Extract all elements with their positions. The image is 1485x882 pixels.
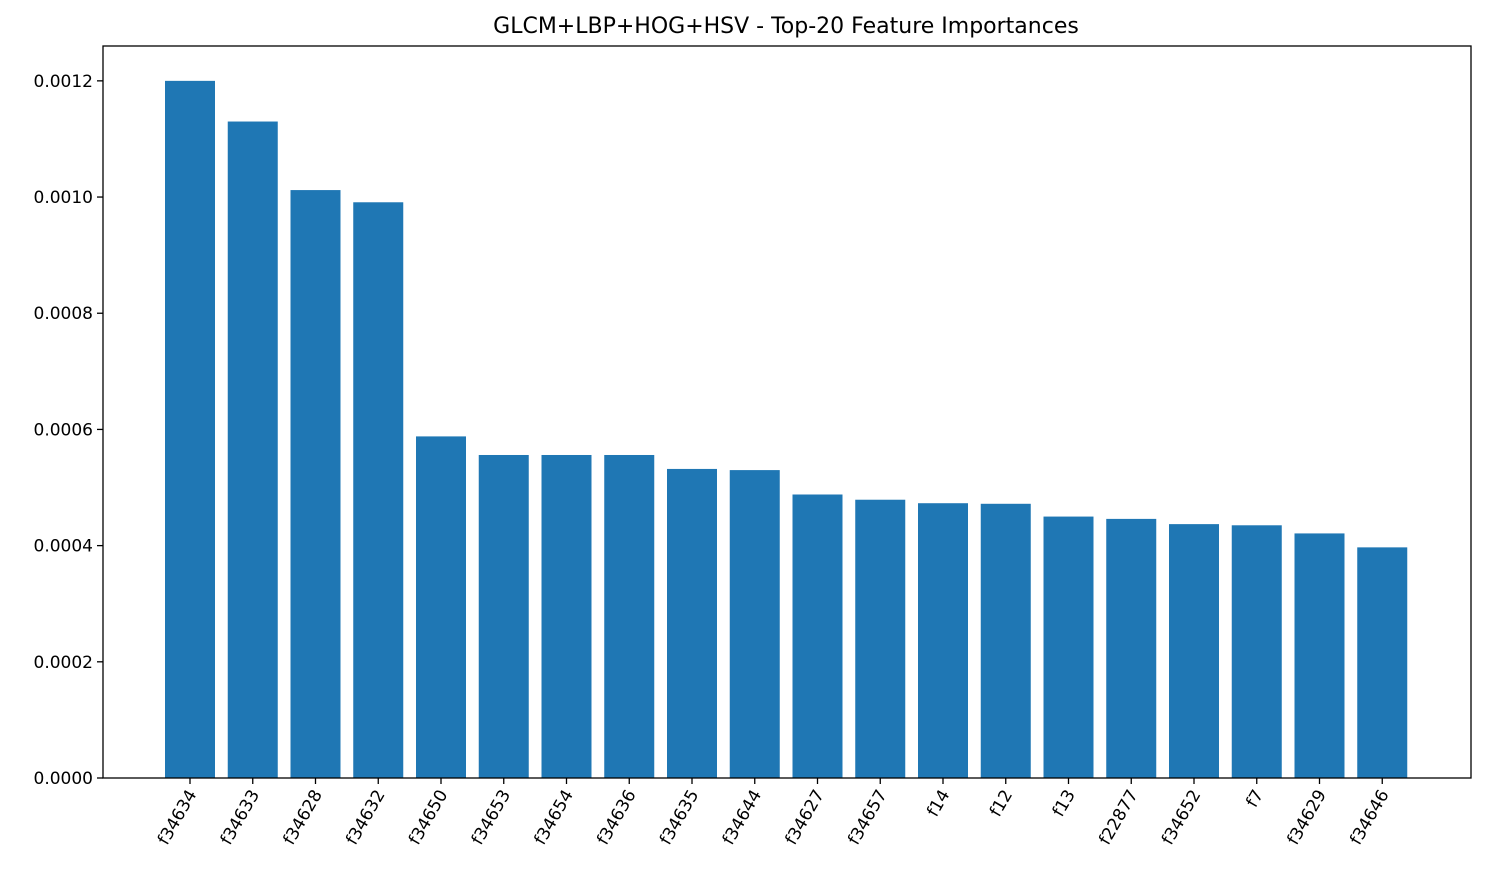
bar-f34653 — [478, 454, 529, 778]
y-tick-label: 0.0002 — [34, 653, 93, 673]
y-axis: 0.0000 0.0002 0.0004 0.0006 0.0008 0.0010 0.00… — [34, 72, 103, 789]
bar-f34633 — [227, 121, 278, 779]
y-tick-label: 0.0004 — [34, 537, 93, 557]
x-tick-label: f34657 — [844, 787, 891, 849]
bar-f14 — [918, 503, 968, 778]
x-tick-label: f12 — [986, 787, 1017, 821]
bar-f34627 — [792, 494, 843, 778]
y-tick-label: 0.0012 — [34, 72, 93, 92]
bar-f34657 — [855, 499, 906, 778]
bar-f34636 — [604, 454, 655, 778]
x-tick-label: f7 — [1242, 787, 1268, 812]
bar-f34635 — [667, 468, 717, 778]
bar-f22877 — [1106, 518, 1157, 778]
bar-f12 — [980, 503, 1031, 778]
x-tick-label: f34634 — [154, 787, 201, 849]
x-tick-label: f34629 — [1283, 787, 1330, 849]
bar-f13 — [1043, 516, 1094, 778]
plot-frame — [102, 45, 1472, 779]
x-tick-label: f34628 — [279, 787, 326, 849]
x-tick-label: f34635 — [656, 787, 703, 849]
x-tick-label: f34644 — [719, 787, 766, 849]
x-tick-label: f34654 — [530, 787, 577, 849]
x-axis: f34634 f34633 f34628 f34632 f34650 f34653 f346… — [154, 778, 1394, 849]
x-tick-label: f34650 — [405, 787, 452, 849]
bars — [165, 80, 1408, 779]
bar-f34632 — [353, 202, 404, 778]
y-tick-label: 0.0008 — [34, 304, 93, 324]
x-tick-label: f34632 — [342, 787, 389, 849]
x-tick-label: f13 — [1049, 787, 1080, 821]
y-tick-label: 0.0006 — [34, 420, 93, 440]
bar-f34654 — [541, 454, 592, 778]
bar-f34644 — [729, 470, 780, 778]
bar-f34629 — [1294, 533, 1345, 778]
x-tick-label: f22877 — [1095, 787, 1142, 849]
bar-f34646 — [1357, 547, 1408, 778]
x-tick-label: f34653 — [468, 787, 515, 849]
chart-title: GLCM+LBP+HOG+HSV - Top-20 Feature Import… — [493, 14, 1079, 39]
x-tick-label: f34633 — [217, 787, 264, 849]
x-tick-label: f34652 — [1158, 787, 1205, 849]
bar-f7 — [1231, 525, 1282, 778]
y-tick-label: 0.0010 — [34, 188, 93, 208]
bar-f34634 — [165, 80, 215, 779]
x-tick-label: f34636 — [593, 787, 640, 849]
x-tick-label: f34646 — [1346, 787, 1393, 849]
bar-f34628 — [290, 190, 341, 779]
x-tick-label: f34627 — [781, 787, 828, 849]
bar-f34652 — [1169, 524, 1219, 778]
bar-f34650 — [416, 436, 466, 778]
x-tick-label: f14 — [923, 787, 954, 821]
y-tick-label: 0.0000 — [34, 769, 93, 789]
